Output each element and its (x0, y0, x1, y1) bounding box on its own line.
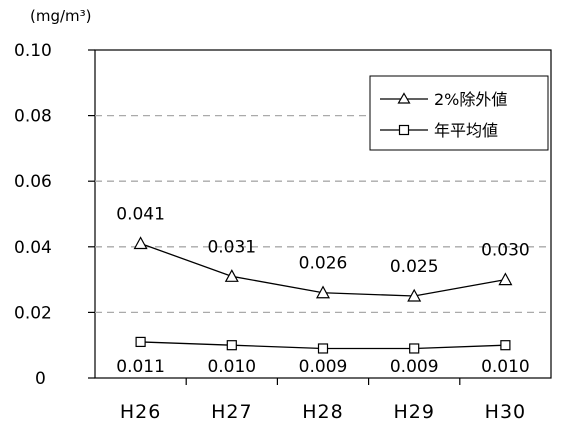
data-label: 0.011 (116, 357, 165, 377)
series-group (133, 236, 513, 354)
y-axis-unit: (mg/m³) (30, 7, 92, 25)
data-point-triangle (133, 236, 148, 250)
legend-label-series-1: 2%除外値 (434, 90, 507, 109)
y-axis-ticks: 0 0.02 0.04 0.06 0.08 0.10 (14, 41, 95, 389)
y-tick-label: 0 (35, 369, 46, 389)
data-point-square (135, 336, 146, 348)
data-label: 0.009 (299, 357, 348, 377)
data-labels: 0.041 0.031 0.026 0.025 0.030 0.011 0.010 0.009… (116, 205, 529, 377)
data-point-triangle (224, 269, 239, 282)
data-point-square (317, 343, 329, 354)
data-point-triangle (407, 288, 422, 302)
x-tick-label: H26 (120, 401, 161, 423)
x-tick-label: H28 (302, 401, 343, 423)
x-tick-label: H29 (393, 401, 434, 423)
data-label: 0.031 (207, 237, 256, 257)
y-tick-label: 0.06 (14, 172, 52, 192)
data-label: 0.041 (116, 205, 165, 225)
data-label: 0.009 (390, 357, 439, 377)
data-label: 0.010 (481, 357, 530, 377)
data-point-square (409, 343, 420, 354)
square-marker-icon (398, 124, 410, 136)
triangle-marker-icon (397, 92, 411, 104)
legend-box (369, 75, 549, 151)
legend-item-series-2: 年平均値 (380, 121, 498, 140)
x-axis-ticks: H26 H27 H28 H29 H30 (120, 378, 526, 423)
legend-item-series-1: 2%除外値 (380, 90, 507, 109)
y-tick-label: 0.08 (14, 107, 52, 127)
legend-label-series-2: 年平均値 (434, 121, 498, 140)
y-tick-label: 0.04 (14, 238, 52, 258)
data-point-triangle (315, 285, 331, 299)
data-point-square (500, 340, 511, 351)
y-tick-label: 0.10 (14, 41, 52, 61)
x-tick-label: H27 (211, 401, 252, 423)
plot-area (94, 49, 552, 379)
data-point-square (226, 340, 237, 351)
data-label: 0.010 (207, 357, 256, 377)
data-point-triangle (498, 272, 513, 286)
data-label: 0.026 (299, 254, 348, 274)
legend: 2%除外値 年平均値 (369, 75, 549, 151)
y-tick-label: 0.02 (14, 303, 52, 323)
x-tick-label: H30 (485, 401, 526, 423)
data-label: 0.025 (390, 257, 439, 277)
gridlines (95, 114, 551, 314)
data-label: 0.030 (481, 241, 530, 261)
